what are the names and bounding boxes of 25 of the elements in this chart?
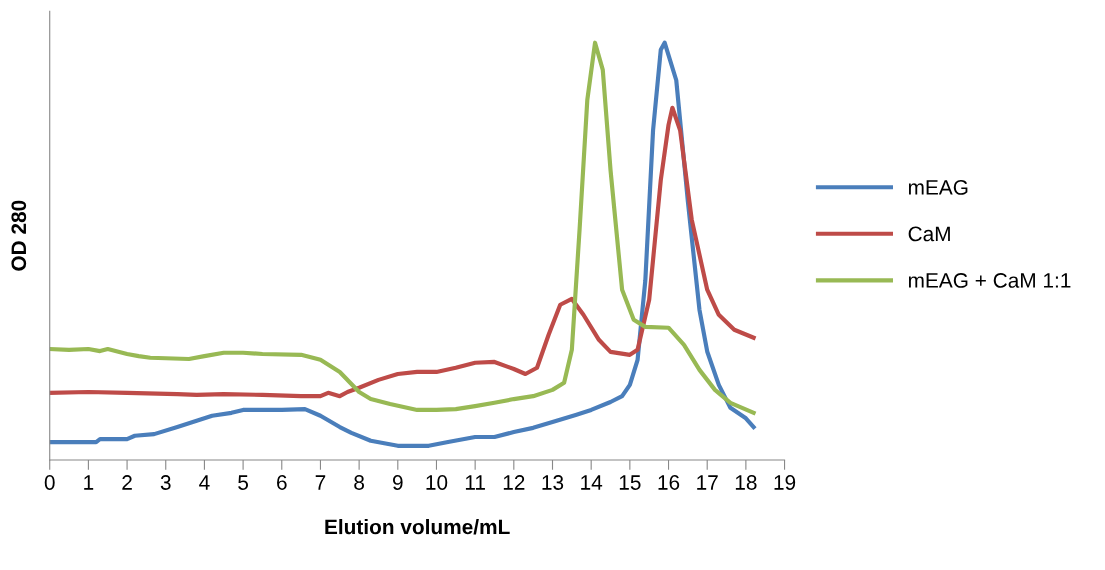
x-tick-label: 11 — [465, 475, 485, 490]
x-axis-title: Elution volume/mL — [325, 518, 510, 535]
x-tick-label: 16 — [658, 475, 680, 490]
y-axis-title: OD 280 — [11, 200, 27, 271]
x-tick-label: 15 — [619, 475, 641, 490]
legend-label: CaM — [908, 226, 950, 242]
x-tick-label: 5 — [238, 475, 249, 490]
x-tick-label: 8 — [354, 475, 365, 490]
x-tick-label: 2 — [122, 475, 132, 490]
legend-label: mEAG — [908, 180, 968, 195]
x-tick-label: 10 — [426, 475, 448, 490]
x-tick-label: 6 — [277, 475, 287, 490]
x-tick-label: 7 — [315, 475, 326, 490]
x-tick-label: 4 — [199, 475, 210, 490]
x-tick-label: 1 — [84, 475, 94, 490]
x-tick-label: 9 — [392, 475, 403, 490]
x-tick-label: 17 — [697, 475, 718, 490]
legend-label: mEAG + CaM 1:1 — [908, 273, 1071, 288]
x-tick-label: 19 — [774, 475, 796, 490]
x-tick-label: 12 — [503, 475, 525, 490]
x-tick-label: 13 — [542, 475, 564, 490]
x-tick-label: 3 — [160, 475, 171, 490]
x-tick-label: 0 — [44, 475, 55, 490]
x-tick-label: 18 — [735, 475, 757, 490]
x-tick-label: 14 — [581, 475, 603, 490]
